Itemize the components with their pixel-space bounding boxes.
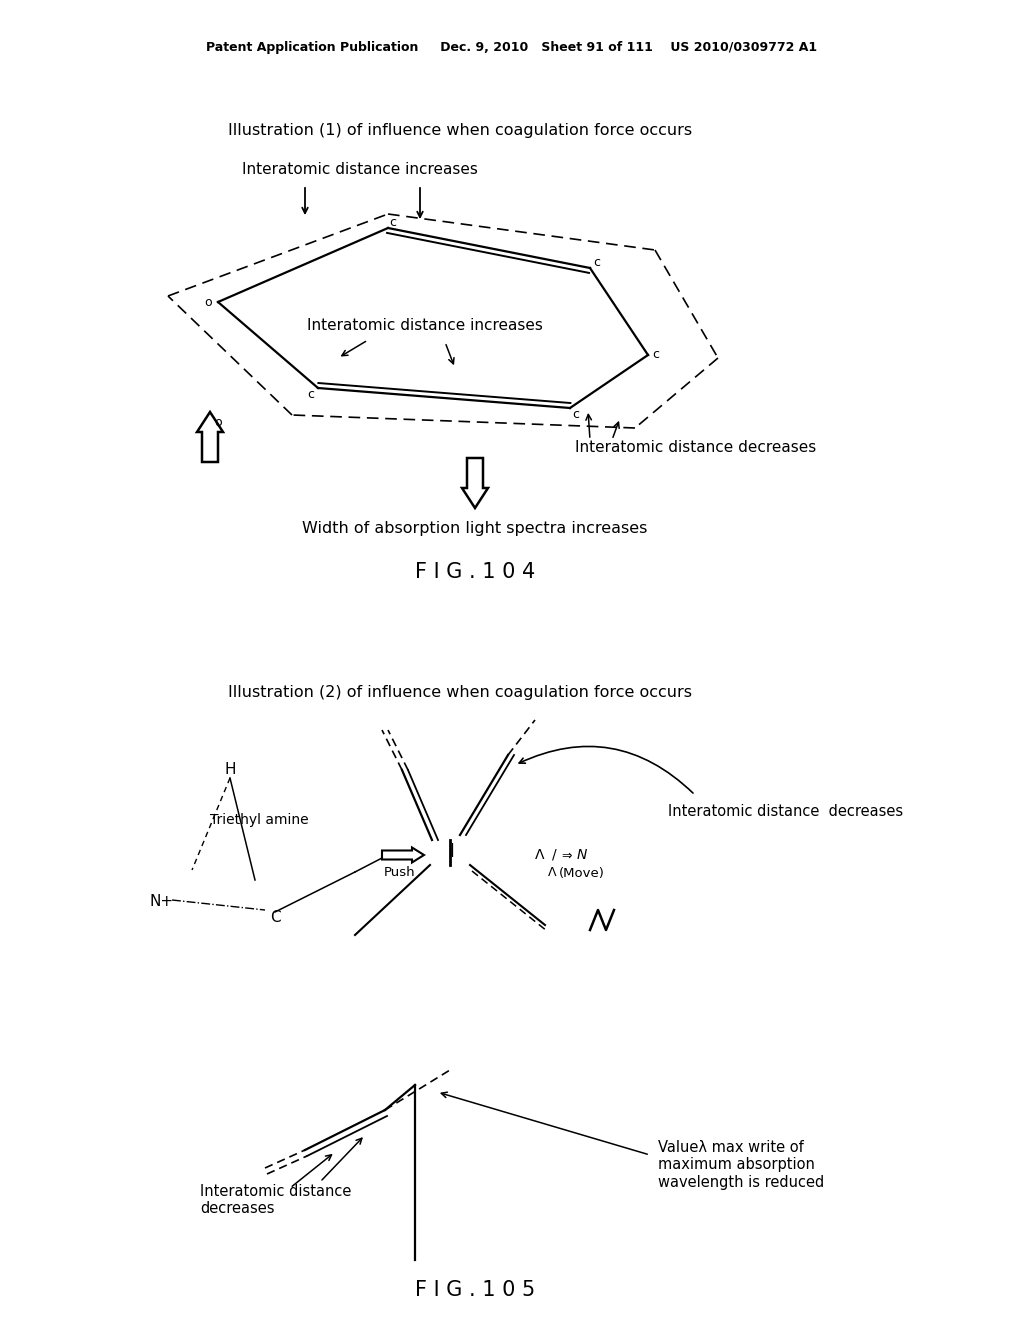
Text: c: c <box>307 388 314 400</box>
Text: (Move): (Move) <box>559 866 605 879</box>
Text: $\Rightarrow$: $\Rightarrow$ <box>559 849 573 862</box>
Text: Width of absorption light spectra increases: Width of absorption light spectra increa… <box>302 520 648 536</box>
Text: F I G . 1 0 4: F I G . 1 0 4 <box>415 562 536 582</box>
Text: c: c <box>594 256 600 269</box>
Text: $\Lambda$: $\Lambda$ <box>535 847 546 862</box>
FancyArrow shape <box>382 847 424 862</box>
FancyArrow shape <box>197 412 223 462</box>
Text: o: o <box>214 416 222 429</box>
Text: Interatomic distance
decreases: Interatomic distance decreases <box>200 1184 351 1216</box>
FancyArrow shape <box>462 458 488 508</box>
Text: l: l <box>450 843 455 861</box>
Text: c: c <box>652 348 659 362</box>
Text: Patent Application Publication     Dec. 9, 2010   Sheet 91 of 111    US 2010/030: Patent Application Publication Dec. 9, 2… <box>207 41 817 54</box>
Text: N+: N+ <box>150 895 174 909</box>
Text: Push: Push <box>384 866 416 879</box>
Text: Triethyl amine: Triethyl amine <box>210 813 308 828</box>
Text: Illustration (1) of influence when coagulation force occurs: Illustration (1) of influence when coagu… <box>228 123 692 137</box>
Text: /: / <box>552 847 556 862</box>
Text: Interatomic distance  decreases: Interatomic distance decreases <box>668 804 903 820</box>
Text: H: H <box>224 763 236 777</box>
Text: Interatomic distance increases: Interatomic distance increases <box>242 162 478 177</box>
Text: C: C <box>269 911 281 925</box>
Text: F I G . 1 0 5: F I G . 1 0 5 <box>415 1280 536 1300</box>
Text: o: o <box>204 296 212 309</box>
Text: c: c <box>572 408 580 421</box>
Text: Valueλ max write of
maximum absorption
wavelength is reduced: Valueλ max write of maximum absorption w… <box>658 1140 824 1189</box>
Text: Illustration (2) of influence when coagulation force occurs: Illustration (2) of influence when coagu… <box>228 685 692 700</box>
Text: Interatomic distance decreases: Interatomic distance decreases <box>575 441 816 455</box>
Text: c: c <box>389 215 396 228</box>
Text: N: N <box>577 847 587 862</box>
Text: Interatomic distance increases: Interatomic distance increases <box>307 318 543 333</box>
Text: $\Lambda$: $\Lambda$ <box>547 866 557 879</box>
